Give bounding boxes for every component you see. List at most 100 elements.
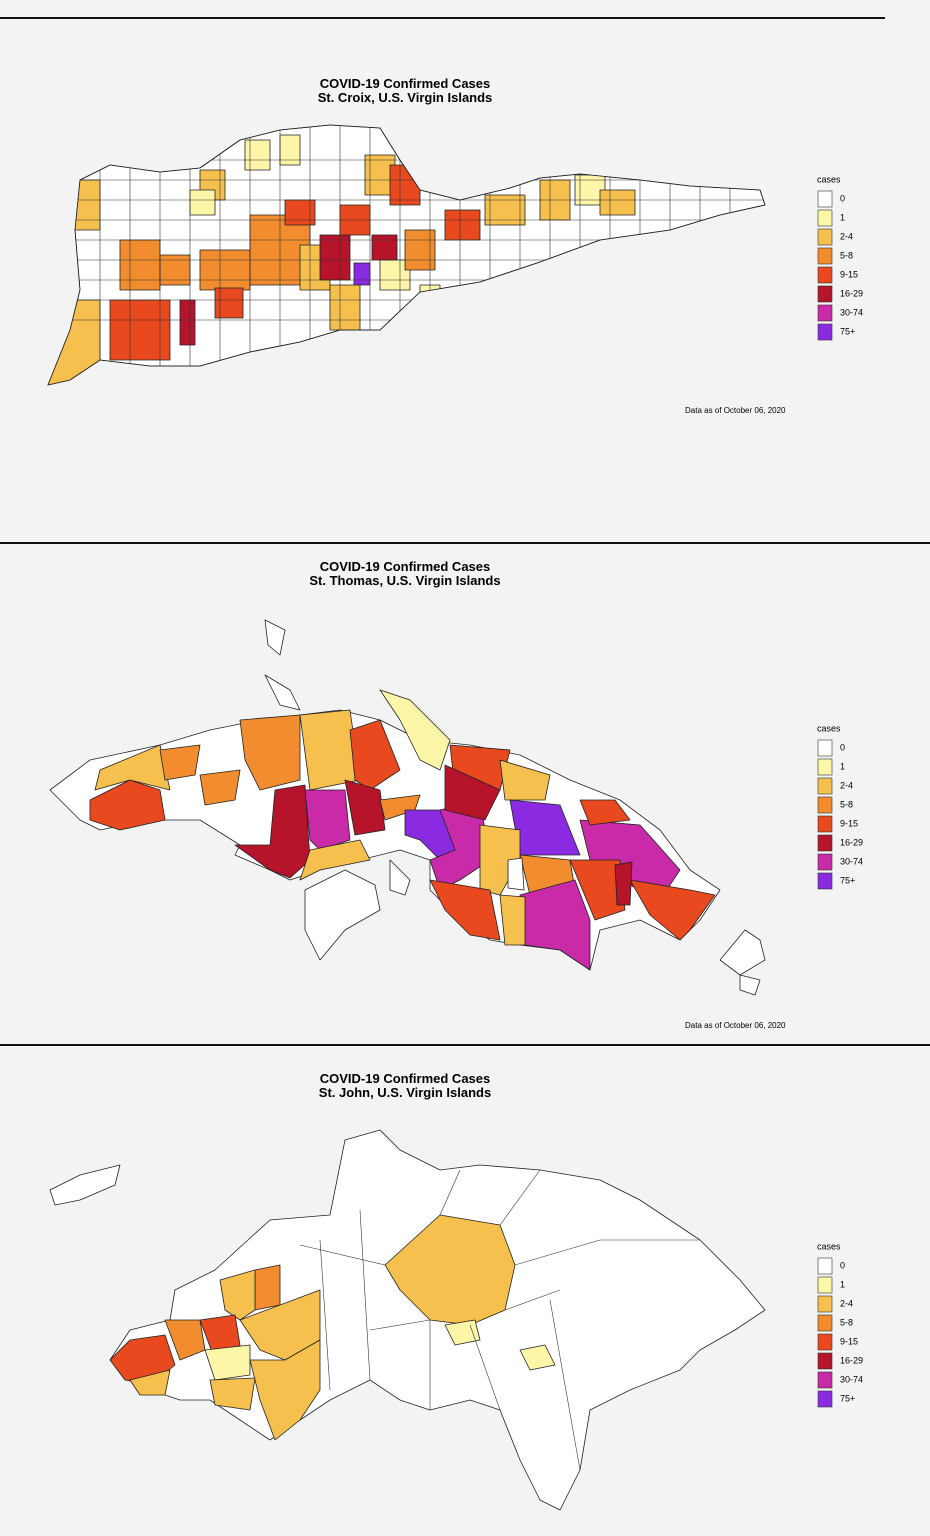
- region: [579, 799, 631, 826]
- legend-label: 9-15: [840, 1336, 858, 1346]
- legend-label: 9-15: [840, 818, 858, 828]
- legend-label: 0: [840, 193, 845, 203]
- legend-swatch: [817, 228, 833, 246]
- region: [379, 689, 451, 771]
- region: [484, 194, 526, 226]
- region: [199, 769, 241, 806]
- region: [209, 1377, 256, 1411]
- legend-swatch: [817, 1333, 833, 1351]
- region: [329, 284, 361, 331]
- legend-swatch: [817, 796, 833, 814]
- legend-label: 5-8: [840, 1317, 853, 1327]
- legend-label: 30-74: [840, 856, 863, 866]
- legend-label: 1: [840, 761, 845, 771]
- region: [404, 229, 436, 271]
- region: [239, 714, 301, 791]
- legend-swatch: [817, 209, 833, 227]
- st-john-map: [49, 1129, 766, 1511]
- legend-swatch: [817, 285, 833, 303]
- legend-label: 30-74: [840, 1374, 863, 1384]
- legend-label: 30-74: [840, 307, 863, 317]
- legend-label: 16-29: [840, 837, 863, 847]
- region: [214, 287, 244, 319]
- region: [349, 719, 401, 791]
- region: [429, 879, 501, 941]
- legend-swatch: [817, 853, 833, 871]
- region: [389, 859, 411, 896]
- region: [304, 869, 381, 961]
- map-title: St. John, U.S. Virgin Islands: [319, 1085, 491, 1100]
- region: [264, 674, 301, 711]
- legend-label: 16-29: [840, 1355, 863, 1365]
- legend-label: 2-4: [840, 780, 853, 790]
- region: [219, 1269, 256, 1321]
- legend-swatch: [817, 1257, 833, 1275]
- legend-label: 1: [840, 1279, 845, 1289]
- legend-swatch: [817, 1276, 833, 1294]
- legend-swatch: [817, 1295, 833, 1313]
- region: [444, 1319, 481, 1346]
- map-title: St. Croix, U.S. Virgin Islands: [318, 90, 493, 105]
- map-title: COVID-19 Confirmed Cases: [320, 1071, 491, 1086]
- legend-swatch: [817, 1352, 833, 1370]
- region: [199, 249, 251, 291]
- region: [444, 209, 481, 241]
- region: [569, 859, 626, 921]
- st-croix-map: [47, 124, 766, 386]
- region: [519, 1344, 556, 1371]
- legend-swatch: [817, 777, 833, 795]
- region: [319, 234, 351, 281]
- legend-swatch: [817, 758, 833, 776]
- legend-title: cases: [817, 174, 841, 184]
- map-title: COVID-19 Confirmed Cases: [320, 76, 491, 91]
- legend-label: 16-29: [840, 288, 863, 298]
- legend-label: 5-8: [840, 250, 853, 260]
- region: [629, 879, 716, 941]
- district-lines: [299, 1169, 700, 1471]
- region: [299, 709, 361, 791]
- data-note: Data as of October 06, 2020: [685, 406, 786, 415]
- legend-label: 75+: [840, 326, 855, 336]
- region: [47, 124, 766, 386]
- legend-swatch: [817, 1390, 833, 1408]
- legend-title: cases: [817, 1241, 841, 1251]
- legend-swatch: [817, 834, 833, 852]
- legend-label: 0: [840, 1260, 845, 1270]
- region: [279, 134, 301, 166]
- legend-swatch: [817, 1314, 833, 1332]
- region: [249, 1339, 321, 1441]
- region: [599, 189, 636, 216]
- legend-swatch: [817, 739, 833, 757]
- region: [353, 262, 371, 286]
- legend-label: 75+: [840, 1393, 855, 1403]
- legend-swatch: [817, 266, 833, 284]
- region: [719, 929, 766, 976]
- region: [254, 1264, 281, 1311]
- region: [189, 189, 216, 216]
- legend-label: 2-4: [840, 1298, 853, 1308]
- region: [48, 299, 101, 385]
- region: [244, 139, 271, 171]
- region: [389, 164, 421, 206]
- legend-label: 1: [840, 212, 845, 222]
- region: [49, 1164, 121, 1206]
- map-title: St. Thomas, U.S. Virgin Islands: [309, 573, 500, 588]
- region: [371, 234, 398, 261]
- legend-swatch: [817, 872, 833, 890]
- region: [119, 239, 161, 291]
- region: [499, 894, 526, 946]
- legend-swatch: [817, 190, 833, 208]
- region: [344, 779, 386, 836]
- legend-title: cases: [817, 723, 841, 733]
- legend-label: 75+: [840, 875, 855, 885]
- region: [159, 744, 201, 781]
- region: [304, 789, 351, 851]
- region: [129, 1369, 171, 1396]
- region: [507, 857, 525, 891]
- region: [739, 974, 761, 996]
- legend-label: 0: [840, 742, 845, 752]
- region: [264, 619, 286, 656]
- region: [299, 839, 371, 881]
